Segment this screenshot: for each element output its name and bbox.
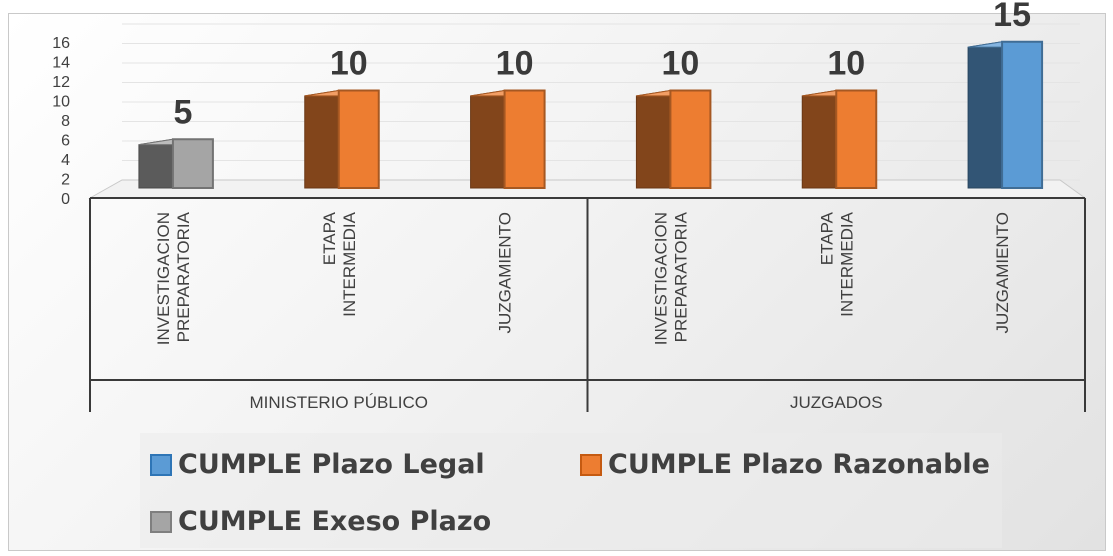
- category-label-line: ETAPA: [320, 211, 339, 265]
- y-tick-label: 16: [52, 35, 70, 52]
- legend-swatch-exeso-plazo: [150, 510, 172, 533]
- bar-front: [835, 89, 878, 189]
- group-label: MINISTERIO PÚBLICO: [249, 393, 428, 412]
- legend-item-exeso-plazo: CUMPLE Exeso Plazo: [150, 506, 491, 537]
- y-tick-label: 6: [61, 133, 70, 150]
- y-tick-label: 12: [52, 74, 70, 91]
- category-label: INVESTIGACIONPREPARATORIA: [651, 211, 690, 345]
- legend-item-plazo-razonable: CUMPLE Plazo Razonable: [580, 449, 990, 480]
- data-label: 5: [173, 93, 192, 131]
- category-label-line: JUZGAMIENTO: [993, 212, 1012, 334]
- gridlines: [122, 23, 1080, 181]
- chart-legend: CUMPLE Plazo Legal CUMPLE Plazo Razonabl…: [140, 433, 1002, 548]
- bar-cumple-plazo-razonable: [635, 89, 712, 189]
- bar-side: [304, 89, 340, 189]
- category-label: JUZGAMIENTO: [993, 212, 1012, 334]
- y-tick-label: 4: [61, 152, 70, 169]
- bars: [138, 40, 1044, 189]
- bar-side: [967, 41, 1003, 189]
- data-label: 10: [330, 45, 368, 83]
- y-tick-label: 0: [61, 191, 70, 208]
- category-label: ETAPAINTERMEDIA: [817, 211, 856, 317]
- y-axis: 0 2 4 6 8 10 12 14 16: [52, 35, 70, 208]
- bar-front: [669, 89, 712, 189]
- legend-label-plazo-legal: CUMPLE Plazo Legal: [178, 449, 485, 480]
- category-label-line: PREPARATORIA: [174, 211, 193, 342]
- data-labels: 5 10 10 10 10 15: [173, 0, 1031, 131]
- category-label-line: JUZGAMIENTO: [496, 212, 515, 334]
- bar-front: [337, 89, 380, 189]
- bar-cumple-plazo-razonable: [801, 89, 878, 189]
- bar-front: [171, 138, 214, 189]
- category-label-line: PREPARATORIA: [671, 211, 690, 342]
- bar-side: [470, 89, 506, 189]
- legend-swatch-plazo-legal: [150, 453, 172, 476]
- data-label: 10: [827, 45, 865, 83]
- chart-floor: [88, 179, 1087, 199]
- category-label: JUZGAMIENTO: [496, 212, 515, 334]
- data-label: 10: [662, 45, 700, 83]
- bar-cumple-exeso-plazo: [138, 138, 214, 189]
- y-tick-label: 10: [52, 94, 70, 111]
- bar-cumple-plazo-razonable: [304, 89, 380, 189]
- legend-label-exeso-plazo: CUMPLE Exeso Plazo: [178, 506, 492, 537]
- data-label: 15: [993, 0, 1031, 34]
- bar-side: [801, 89, 837, 189]
- category-label-line: INVESTIGACION: [154, 212, 173, 345]
- y-tick-label: 8: [61, 113, 70, 130]
- bar-side: [635, 89, 671, 189]
- bar-front: [1001, 40, 1044, 189]
- bar-side: [138, 138, 174, 189]
- legend-swatch-plazo-razonable: [580, 453, 602, 476]
- y-tick-label: 2: [61, 172, 70, 189]
- bar-front: [503, 89, 546, 189]
- category-label-line: INVESTIGACION: [651, 212, 670, 345]
- legend-item-plazo-legal: CUMPLE Plazo Legal: [150, 449, 485, 480]
- category-label: INVESTIGACIONPREPARATORIA: [154, 211, 193, 345]
- group-label: JUZGADOS: [790, 393, 883, 412]
- data-label: 10: [496, 45, 534, 83]
- y-tick-label: 14: [52, 55, 70, 72]
- category-label-line: ETAPA: [817, 211, 836, 265]
- category-label: ETAPAINTERMEDIA: [320, 211, 359, 317]
- category-label-line: INTERMEDIA: [340, 211, 359, 317]
- legend-label-plazo-razonable: CUMPLE Plazo Razonable: [608, 449, 990, 480]
- category-label-line: INTERMEDIA: [837, 211, 856, 317]
- bar-cumple-plazo-legal: [967, 40, 1044, 189]
- x-axis: MINISTERIO PÚBLICOINVESTIGACIONPREPARATO…: [89, 197, 1086, 412]
- bar-cumple-plazo-razonable: [470, 89, 546, 189]
